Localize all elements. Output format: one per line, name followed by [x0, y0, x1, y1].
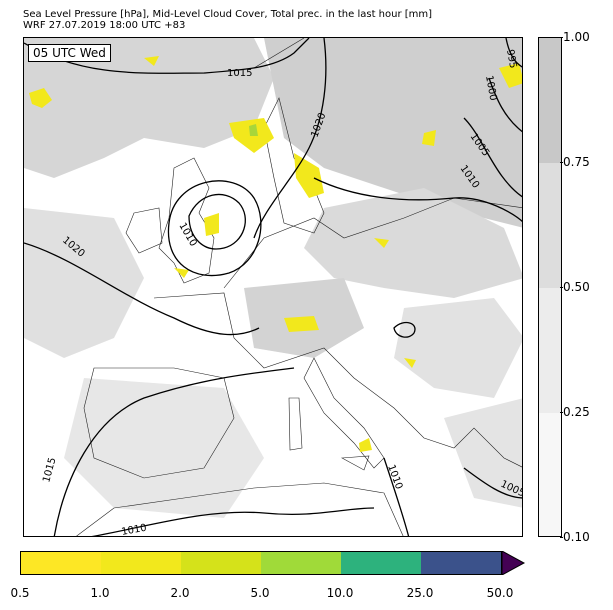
precip-cell: [29, 88, 52, 108]
isobar-label: 1000: [483, 75, 498, 102]
isobar-label: 995: [504, 49, 518, 70]
precipitation-colorbar: [20, 551, 502, 575]
isobar-1020-mid: [253, 38, 327, 239]
isobar-label: 1010: [385, 463, 404, 491]
cloud-area-central-europe: [304, 188, 522, 298]
cloud-colorbar-tick: 0.25: [560, 405, 590, 419]
isobar-label: 1015: [41, 456, 58, 483]
cloud-area-scandinavia: [264, 38, 522, 228]
precip-colorbar-tick: 25.0: [406, 586, 434, 600]
precip-colorbar-segment: [421, 552, 501, 574]
cloud-area-west: [24, 208, 144, 358]
cloud-colorbar-segment: [539, 38, 561, 163]
coastline-british-isles: [158, 157, 215, 284]
coastline-scandinavia: [253, 38, 325, 234]
cloud-area-south: [64, 378, 264, 518]
isobar-1010-south-east: [383, 457, 410, 536]
isobar-1010-south: [91, 507, 375, 536]
cloud-cover-colorbar: [538, 37, 562, 537]
valid-time-label: 05 UTC Wed: [28, 44, 111, 62]
coastline-north-africa: [76, 482, 404, 536]
isobar-1015-sw: [53, 367, 295, 536]
cloud-colorbar-segment: [539, 163, 561, 288]
precip-colorbar-segment: [21, 552, 101, 574]
precip-cell: [284, 316, 319, 332]
weather-map: 1015 995 1000 1005 1020 1010 1020 1010 1…: [23, 37, 523, 537]
isobar-1010-north: [313, 177, 522, 223]
map-title: Sea Level Pressure [hPa], Mid-Level Clou…: [23, 9, 432, 31]
isobar-east-loop: [393, 321, 416, 338]
precip-cell: [204, 213, 219, 236]
title-line-1: Sea Level Pressure [hPa], Mid-Level Clou…: [23, 9, 433, 20]
precipitation-layer: [29, 56, 522, 452]
isobar-label: 1010: [121, 523, 148, 537]
isobar-low-center-2: [167, 180, 262, 277]
precip-cell: [249, 124, 258, 136]
cloud-colorbar-segment: [539, 288, 561, 413]
coastline-ireland: [125, 207, 163, 254]
map-canvas: 1015 995 1000 1005 1020 1010 1020 1010 1…: [24, 38, 522, 537]
isobar-1015-north: [24, 38, 310, 74]
isobar-1005-ne: [463, 117, 522, 198]
cloud-colorbar-tick: 0.75: [560, 155, 590, 169]
precip-colorbar-tick: 1.0: [90, 586, 110, 600]
title-line-2: WRF 27.07.2019 18:00 UTC +83: [23, 20, 186, 31]
cloud-cover-layer: [24, 38, 522, 518]
precip-cell: [294, 153, 324, 198]
isobar-995-ne: [505, 38, 522, 68]
precip-colorbar-segment: [101, 552, 181, 574]
cloud-colorbar-tick: 1.00: [560, 30, 590, 44]
cloud-area-east: [444, 398, 522, 508]
precip-colorbar-tick: 10.0: [326, 586, 354, 600]
precip-cell: [422, 130, 436, 146]
isobar-label: 1010: [176, 221, 198, 249]
cloud-colorbar-tick: 0.10: [560, 530, 590, 544]
precip-colorbar-tick: 2.0: [170, 586, 190, 600]
colorbar-extend-arrow-icon: [502, 551, 526, 575]
precip-colorbar-segment: [341, 552, 421, 574]
cloud-area-balkans: [394, 298, 522, 398]
precip-cell: [174, 268, 189, 278]
isobar-1020-west: [24, 242, 260, 336]
precip-cell: [404, 358, 416, 368]
precip-colorbar-tick: 50.0: [486, 586, 514, 600]
isobar-layer: [24, 38, 522, 536]
precip-colorbar-segment: [261, 552, 341, 574]
precip-colorbar-tick: 5.0: [250, 586, 270, 600]
coastline-sicily: [340, 455, 370, 471]
cloud-colorbar-tick: 0.50: [560, 280, 590, 294]
isobar-label: 1015: [227, 68, 252, 79]
precip-colorbar-segment: [181, 552, 261, 574]
precip-cell: [374, 238, 389, 248]
isobar-1000-ne: [488, 77, 522, 133]
isobar-1005-se: [463, 467, 522, 499]
coastline-sardinia-corsica: [288, 397, 303, 451]
coastline-iberia: [83, 367, 235, 479]
precip-colorbar-tick: 0.5: [10, 586, 30, 600]
precip-cell: [359, 438, 372, 452]
precip-cell: [144, 56, 159, 66]
cloud-colorbar-segment: [539, 413, 561, 536]
coastline-italy: [303, 357, 385, 469]
isobar-low-center-1: [188, 193, 246, 250]
precip-cell: [499, 63, 522, 88]
